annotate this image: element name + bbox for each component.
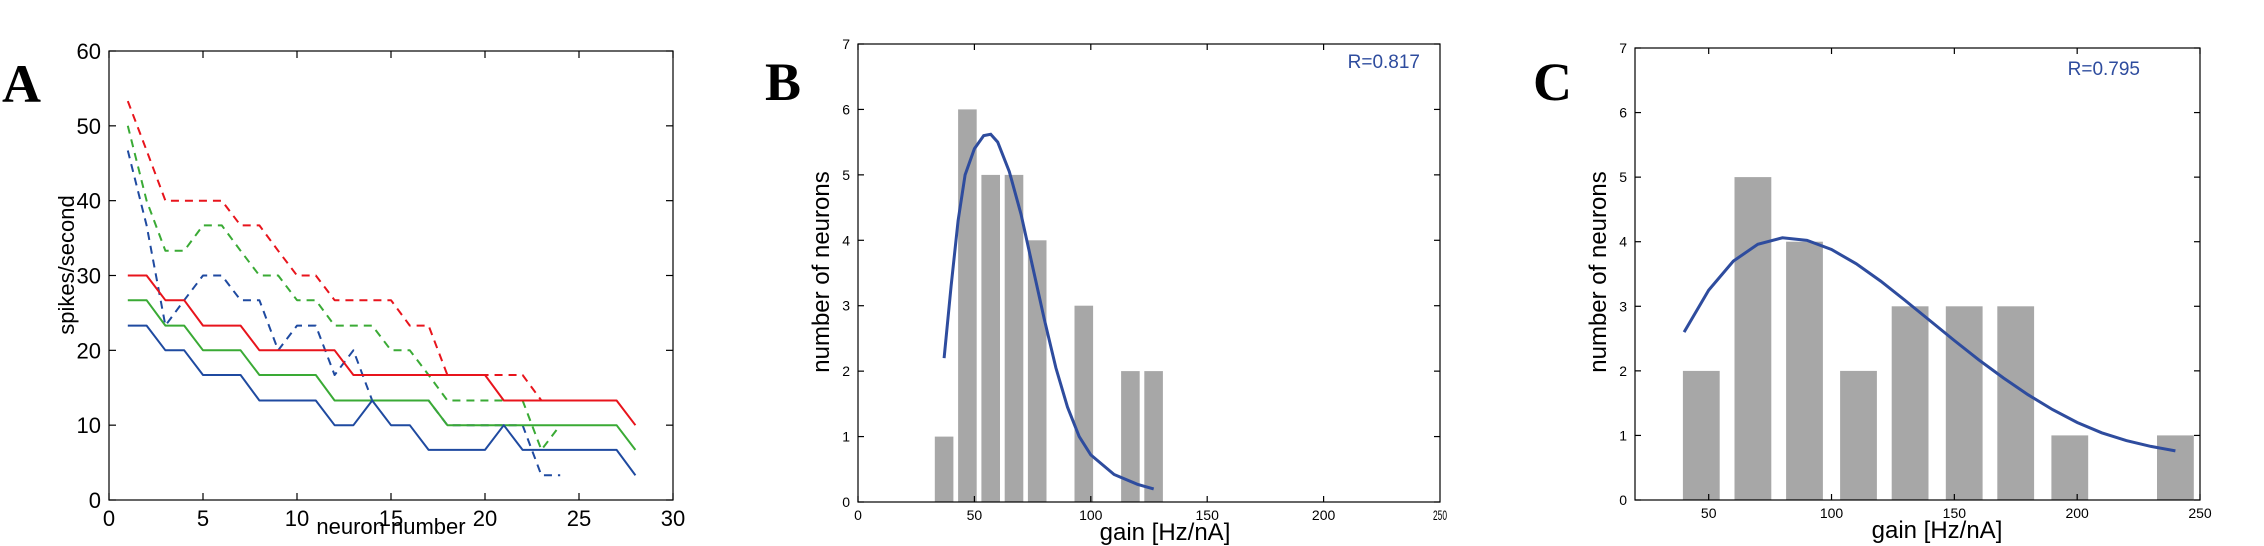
x-axis-title-b: gain [Hz/nA]	[1100, 519, 1231, 546]
y-tick-label: 4	[1619, 234, 1627, 250]
y-tick-label: 6	[842, 101, 850, 117]
histogram-bar	[1891, 306, 1929, 500]
x-tick-label: 200	[1312, 507, 1336, 523]
x-axis-title-a: neuron number	[316, 514, 465, 539]
y-tick-label: 20	[77, 338, 101, 363]
y-tick-label: 50	[77, 114, 101, 139]
y-tick-label: 6	[1619, 105, 1627, 121]
histogram-bar	[1004, 174, 1024, 502]
plot-frame-b	[857, 43, 1441, 503]
histogram-bar	[981, 174, 1000, 502]
y-axis-title-c: number of neurons	[1585, 171, 1612, 372]
y-tick-label: 2	[1619, 363, 1627, 379]
x-tick-label: 50	[967, 507, 983, 523]
x-tick-label: 10	[285, 506, 309, 531]
bars-group-b	[934, 109, 1163, 503]
x-tick-label: 250	[2188, 505, 2212, 521]
panel-label-b: B	[765, 52, 801, 112]
correlation-annotation-b: R=0.817	[1348, 52, 1420, 73]
series-line-green-solid	[127, 299, 637, 451]
bars-group-c	[1682, 177, 2194, 500]
x-tick-label: 0	[854, 507, 862, 523]
histogram-bar	[1121, 371, 1140, 502]
y-tick-label: 0	[842, 494, 850, 510]
tick-marks-b: 0 50 100 150 200 250 0 1 2 3 4 5 6 7	[842, 36, 1447, 523]
y-tick-label: 7	[842, 36, 850, 52]
histogram-bar	[1840, 370, 1877, 500]
histogram-bar	[958, 109, 977, 503]
fit-curve-c	[1682, 236, 2176, 453]
histogram-bar	[1945, 306, 1983, 500]
y-tick-label: 4	[842, 232, 850, 248]
y-axis-title-b: number of neurons	[808, 171, 835, 372]
histogram-bar	[934, 436, 954, 502]
y-tick-label: 30	[77, 264, 101, 289]
y-tick-label: 40	[77, 189, 101, 214]
x-tick-label: 20	[473, 506, 497, 531]
tick-marks-c: 50 100 150 200 250 0 1 2 3 4 5 6 7	[1619, 40, 2212, 521]
x-tick-label: 200	[2065, 505, 2089, 521]
histogram-bar	[1074, 305, 1094, 502]
histogram-bar	[1027, 240, 1047, 503]
x-tick-label: 100	[1079, 507, 1103, 523]
histogram-bar	[1734, 177, 1772, 500]
y-tick-label: 10	[77, 413, 101, 438]
histogram-bar	[1682, 370, 1720, 500]
x-tick-label: 150	[1943, 505, 1967, 521]
x-tick-label: 0	[103, 506, 115, 531]
series-line-green-dashed	[126, 125, 561, 451]
panel-label-a: A	[2, 54, 41, 114]
y-tick-label: 1	[1619, 427, 1627, 443]
series-line-blue-solid	[127, 324, 637, 476]
y-tick-label: 5	[842, 167, 850, 183]
y-tick-label: 0	[89, 488, 101, 513]
x-tick-label: 100	[1820, 505, 1844, 521]
x-tick-label: 150	[1196, 507, 1220, 523]
x-tick-label: 50	[1701, 505, 1717, 521]
correlation-annotation-c: R=0.795	[2068, 59, 2140, 80]
series-group-a	[126, 100, 637, 477]
y-tick-label: 1	[842, 429, 850, 445]
x-tick-label: 5	[197, 506, 209, 531]
y-axis-title-a: spikes/second	[54, 195, 79, 334]
histogram-bar	[2051, 435, 2089, 500]
x-tick-label: 15	[379, 506, 403, 531]
x-axis-title-c: gain [Hz/nA]	[1872, 517, 2003, 544]
y-tick-label: 60	[77, 39, 101, 64]
x-tick-label: 250	[1433, 507, 1447, 523]
y-tick-label: 3	[1619, 298, 1627, 314]
histogram-bar	[1997, 306, 2035, 500]
y-tick-label: 3	[842, 298, 850, 314]
series-line-red-dashed	[126, 100, 543, 402]
y-tick-label: 0	[1619, 492, 1627, 508]
histogram-bar	[2157, 435, 2194, 500]
histogram-bar	[1144, 371, 1163, 502]
plot-frame-c	[1634, 47, 2201, 501]
tick-marks-a: 0 5 10 15 20 25 30 0 10 20 30 40 50 60	[77, 39, 686, 531]
x-tick-label: 25	[567, 506, 591, 531]
histogram-bar	[1786, 241, 1823, 500]
panel-label-c: C	[1533, 52, 1572, 112]
x-tick-label: 30	[661, 506, 685, 531]
panel-a-line-chart: A 0 5 10 15 20 25 30 0 10 20 30 40 50 60 neuron numbe…	[2, 39, 685, 539]
panel-c-histogram: C 50 100 150 200 250 0 1 2 3 4 5 6 7 R=0.795 gain [H…	[1533, 40, 2212, 544]
plot-frame-a	[108, 50, 674, 501]
series-line-red-solid	[127, 274, 637, 426]
y-tick-label: 5	[1619, 169, 1627, 185]
y-tick-label: 2	[842, 363, 850, 379]
y-tick-label: 7	[1619, 40, 1627, 56]
panel-b-histogram: B 0 50 100 150 200 250 0 1 2 3 4 5 6 7 R=0.817 gain […	[765, 36, 1447, 546]
fit-curve-b	[942, 132, 1155, 491]
